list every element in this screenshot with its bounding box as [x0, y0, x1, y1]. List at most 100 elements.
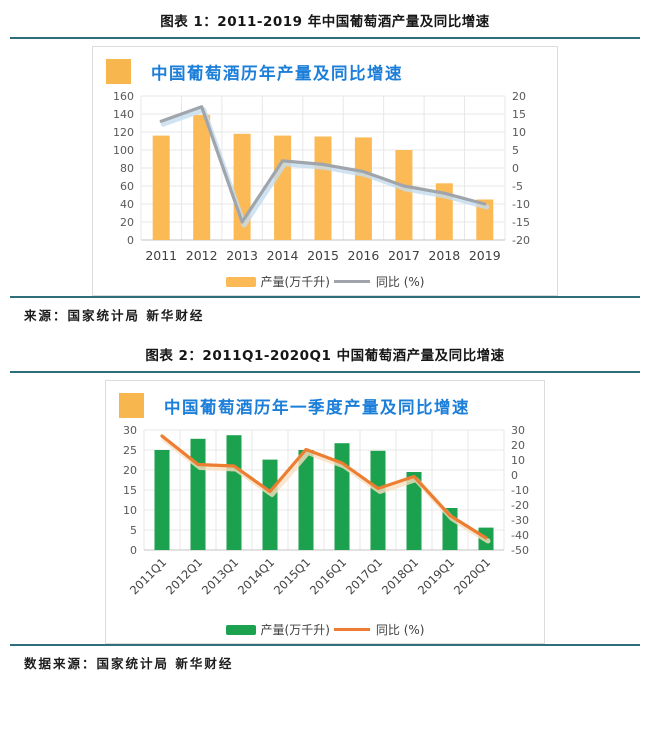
right-axis-tick-label: 5	[512, 144, 519, 157]
right-axis-tick-label: -20	[512, 234, 530, 247]
x-category-labels: 2011Q12012Q12013Q12014Q12015Q12016Q12017…	[127, 555, 493, 597]
x-tick-label: 2014	[267, 248, 299, 263]
bar	[406, 472, 422, 550]
x-tick-label: 2011Q1	[127, 555, 169, 597]
production-bar-legend-swatch	[225, 276, 256, 287]
right-axis-tick-label: -50	[511, 544, 529, 557]
left-axis-tick-label: 25	[123, 444, 137, 457]
left-axis-tick-label: 30	[123, 424, 137, 437]
left-axis-tick-label: 160	[113, 90, 134, 103]
bar	[262, 459, 278, 550]
x-tick-label: 2012	[186, 248, 218, 263]
x-tick-label: 2012Q1	[163, 555, 205, 597]
production-bars	[152, 114, 494, 240]
bar	[476, 199, 494, 240]
right-axis-tick-label: -10	[512, 198, 530, 211]
production-bar-legend-label: 产量(万千升)	[260, 275, 330, 289]
report-page: 图表 1：2011-2019 年中国葡萄酒产量及同比增速 中国葡萄酒历年产量及同…	[0, 10, 650, 672]
x-tick-label: 2018	[428, 248, 460, 263]
axis-labels: 0 5 10 15 20 25 30 -50 -40 -30 -20 -10 0 10 20 30	[123, 424, 529, 557]
x-tick-label: 2013	[226, 248, 258, 263]
figure-1-chart-header: 中国葡萄酒历年产量及同比增速	[93, 56, 557, 84]
production-bar-legend-swatch	[225, 624, 256, 635]
bar	[370, 450, 386, 550]
left-axis-tick-label: 20	[123, 464, 137, 477]
right-axis-tick-label: 0	[511, 469, 518, 482]
left-axis-tick-label: 0	[127, 234, 134, 247]
production-bar-legend-label: 产量(万千升)	[260, 623, 330, 637]
bar	[354, 137, 372, 240]
figure-2-chart-title: 中国葡萄酒历年一季度产量及同比增速	[164, 397, 470, 417]
figure-1-caption: 图表 1：2011-2019 年中国葡萄酒产量及同比增速	[160, 14, 490, 30]
yoy-line	[160, 434, 488, 540]
right-axis-tick-label: 0	[512, 162, 519, 175]
figure-1-chart-title: 中国葡萄酒历年产量及同比增速	[151, 63, 403, 83]
left-axis-tick-label: 120	[113, 126, 134, 139]
bar	[395, 150, 413, 240]
bar	[152, 135, 170, 240]
right-axis-tick-label: 20	[512, 90, 526, 103]
left-axis-tick-label: 140	[113, 108, 134, 121]
right-axis-tick-label: -15	[512, 216, 530, 229]
figure-2-chart-card: 中国葡萄酒历年一季度产量及同比增速 0 5 10 15 20 25 30 -50 -40 -30 -…	[105, 380, 545, 644]
x-tick-label: 2017Q1	[343, 555, 385, 597]
figure-2-chart-header: 中国葡萄酒历年一季度产量及同比增速	[106, 390, 544, 418]
left-axis-tick-label: 5	[130, 524, 137, 537]
x-tick-label: 2019	[469, 248, 501, 263]
yoy-line-legend-label: 同比 (%)	[375, 623, 425, 637]
x-tick-label: 2019Q1	[415, 555, 457, 597]
x-tick-label: 2016Q1	[307, 555, 349, 597]
figure-1-section: 图表 1：2011-2019 年中国葡萄酒产量及同比增速 中国葡萄酒历年产量及同…	[0, 10, 650, 324]
bar	[193, 114, 211, 240]
figure-1-top-divider	[10, 37, 640, 39]
axis-labels: 0 20 40 60 80 100 120 140 160 -20 -15 -10 -5 0 5 10 15 20	[113, 90, 530, 247]
x-tick-label: 2020Q1	[451, 555, 493, 597]
left-axis-tick-label: 10	[123, 504, 137, 517]
right-axis-tick-label: -20	[511, 499, 529, 512]
bar	[154, 450, 170, 550]
figure-1-source: 来源：国家统计局 新华财经	[24, 308, 205, 323]
figure-1-legend: 产量(万千升) 同比 (%)	[93, 273, 557, 290]
right-axis-tick-label: 30	[511, 424, 525, 437]
right-axis-tick-label: 10	[511, 454, 525, 467]
right-axis-tick-label: 10	[512, 126, 526, 139]
left-axis-tick-label: 40	[120, 198, 134, 211]
figure-1-bottom-divider	[10, 296, 640, 298]
figure-2-top-divider	[10, 371, 640, 373]
x-category-labels: 2011 2012 2013 2014 2015 2016 2017 2018 2019	[145, 248, 500, 263]
yoy-line-legend-label: 同比 (%)	[375, 275, 425, 289]
left-axis-tick-label: 80	[120, 162, 134, 175]
bar	[298, 450, 314, 550]
x-tick-label: 2018Q1	[379, 555, 421, 597]
right-axis-tick-label: 20	[511, 439, 525, 452]
left-axis-tick-label: 15	[123, 484, 137, 497]
figure-2-section: 图表 2：2011Q1-2020Q1 中国葡萄酒产量及同比增速 中国葡萄酒历年一…	[0, 344, 650, 672]
orange-square-icon	[106, 59, 131, 84]
figure-2-caption: 图表 2：2011Q1-2020Q1 中国葡萄酒产量及同比增速	[145, 348, 505, 364]
left-axis-tick-label: 60	[120, 180, 134, 193]
figure-2-chart-canvas: 0 5 10 15 20 25 30 -50 -40 -30 -20 -10 0 10 20 30 2011Q1…	[123, 424, 529, 597]
x-tick-label: 2011	[145, 248, 177, 263]
left-axis-tick-label: 100	[113, 144, 134, 157]
x-tick-label: 2016	[348, 248, 380, 263]
x-tick-label: 2013Q1	[199, 555, 241, 597]
yoy-line	[159, 105, 487, 224]
production-bars	[154, 435, 494, 550]
bar	[314, 136, 332, 240]
left-axis-tick-label: 0	[130, 544, 137, 557]
yoy-line-legend-swatch	[333, 280, 370, 283]
right-axis-tick-label: -40	[511, 529, 529, 542]
x-tick-label: 2014Q1	[235, 555, 277, 597]
x-tick-label: 2015	[307, 248, 339, 263]
right-axis-tick-label: -10	[511, 484, 529, 497]
bar	[334, 443, 350, 550]
figure-1-chart-card: 中国葡萄酒历年产量及同比增速 0 20 40 60 80 100 120 140 160 -20-…	[92, 46, 558, 296]
bar	[226, 435, 242, 550]
figure-2-bottom-divider	[10, 644, 640, 646]
x-tick-label: 2015Q1	[271, 555, 313, 597]
figure-2-source: 数据来源：国家统计局 新华财经	[24, 656, 234, 671]
orange-square-icon	[119, 393, 144, 418]
x-tick-label: 2017	[388, 248, 420, 263]
left-axis-tick-label: 20	[120, 216, 134, 229]
right-axis-tick-label: -5	[512, 180, 523, 193]
